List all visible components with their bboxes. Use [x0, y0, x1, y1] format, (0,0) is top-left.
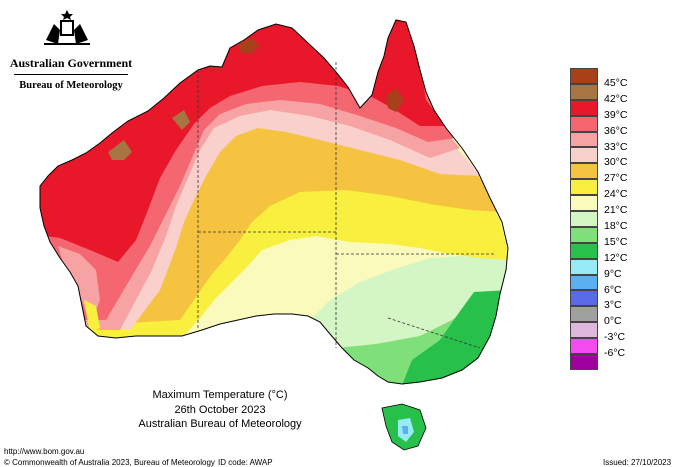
footer-url[interactable]: http://www.bom.gov.au — [4, 447, 85, 456]
legend-swatch — [570, 99, 598, 116]
legend-swatch — [570, 147, 598, 164]
legend-label: 45°C — [604, 77, 628, 89]
legend-swatch — [570, 179, 598, 196]
tasmania — [381, 403, 427, 451]
legend-label: -3°C — [604, 331, 626, 344]
border-nsw-vic — [387, 317, 481, 349]
legend-swatch — [570, 195, 598, 212]
legend-swatch — [570, 163, 598, 180]
bureau-name: Bureau of Meteorology — [19, 80, 123, 91]
legend-label: 0°C — [604, 315, 622, 328]
logo-divider — [14, 74, 128, 75]
legend-label: 18°C — [604, 220, 628, 233]
zone-42c-pilbara — [172, 110, 190, 130]
legend-swatch — [570, 274, 598, 291]
zone-45c-north — [238, 38, 260, 54]
title-line-3: Australian Bureau of Meteorology — [138, 418, 302, 430]
legend-swatch — [570, 115, 598, 132]
legend-label: 27°C — [604, 172, 628, 185]
legend-label: -6°C — [604, 347, 626, 360]
title-line-2: 26th October 2023 — [174, 403, 266, 416]
legend-label: 36°C — [604, 124, 628, 137]
legend-swatch — [570, 306, 598, 323]
government-name: Australian Government — [9, 56, 133, 70]
legend-label: 3°C — [604, 299, 622, 312]
legend-label: 15°C — [604, 235, 628, 248]
legend-label: 9°C — [604, 267, 622, 280]
legend-swatch — [570, 338, 598, 355]
map-title: Maximum Temperature (°C) 26th October 20… — [110, 388, 330, 432]
legend-swatch — [570, 258, 598, 275]
legend-swatch — [570, 211, 598, 227]
legend-label: 21°C — [604, 204, 628, 217]
zone-sw-24c — [84, 300, 100, 334]
legend-label: 24°C — [604, 188, 628, 201]
legend-swatch — [570, 131, 598, 148]
legend-label: 39°C — [604, 108, 628, 121]
legend-label: 42°C — [604, 92, 628, 105]
legend-swatch — [570, 83, 598, 100]
government-logo: Australian Government Bureau of Meteorol… — [8, 12, 134, 91]
footer-id-code: ID code: AWAP — [218, 458, 273, 467]
legend-swatch — [570, 290, 598, 307]
legend-swatch — [570, 226, 598, 243]
legend-label: 12°C — [604, 251, 628, 264]
legend-label: 33°C — [604, 140, 628, 153]
coat-of-arms-icon — [44, 10, 90, 45]
footer-copyright: © Commonwealth of Australia 2023, Bureau… — [4, 458, 215, 467]
footer-issued: Issued: 27/10/2023 — [603, 458, 672, 467]
legend-swatch — [570, 68, 598, 84]
zone-42c-kimberley — [108, 140, 132, 160]
legend-swatch — [570, 242, 598, 259]
legend-swatch — [570, 322, 598, 339]
legend-label: 30°C — [604, 156, 628, 169]
legend-label: 6°C — [604, 283, 622, 296]
legend-swatch-extra — [570, 354, 598, 370]
zone-45c-cape — [386, 88, 404, 112]
title-line-1: Maximum Temperature (°C) — [152, 389, 288, 401]
